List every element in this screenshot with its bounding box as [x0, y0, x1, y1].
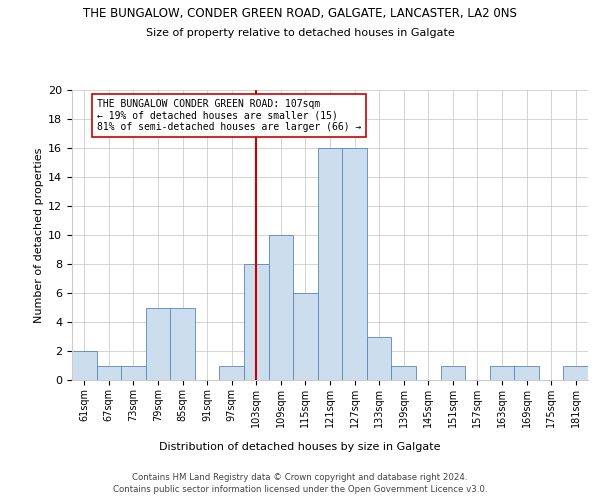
Bar — [269, 235, 293, 380]
Text: Contains HM Land Registry data © Crown copyright and database right 2024.: Contains HM Land Registry data © Crown c… — [132, 472, 468, 482]
Text: THE BUNGALOW, CONDER GREEN ROAD, GALGATE, LANCASTER, LA2 0NS: THE BUNGALOW, CONDER GREEN ROAD, GALGATE… — [83, 8, 517, 20]
Bar — [514, 366, 539, 380]
Bar — [121, 366, 146, 380]
Bar — [367, 336, 391, 380]
Text: Size of property relative to detached houses in Galgate: Size of property relative to detached ho… — [146, 28, 454, 38]
Bar — [220, 366, 244, 380]
Text: Distribution of detached houses by size in Galgate: Distribution of detached houses by size … — [159, 442, 441, 452]
Bar — [146, 308, 170, 380]
Bar — [440, 366, 465, 380]
Bar — [97, 366, 121, 380]
Y-axis label: Number of detached properties: Number of detached properties — [34, 148, 44, 322]
Text: Contains public sector information licensed under the Open Government Licence v3: Contains public sector information licen… — [113, 485, 487, 494]
Bar — [72, 351, 97, 380]
Bar — [391, 366, 416, 380]
Bar — [318, 148, 342, 380]
Bar — [563, 366, 588, 380]
Text: THE BUNGALOW CONDER GREEN ROAD: 107sqm
← 19% of detached houses are smaller (15): THE BUNGALOW CONDER GREEN ROAD: 107sqm ←… — [97, 98, 361, 132]
Bar — [490, 366, 514, 380]
Bar — [293, 293, 318, 380]
Bar — [342, 148, 367, 380]
Bar — [170, 308, 195, 380]
Bar — [244, 264, 269, 380]
